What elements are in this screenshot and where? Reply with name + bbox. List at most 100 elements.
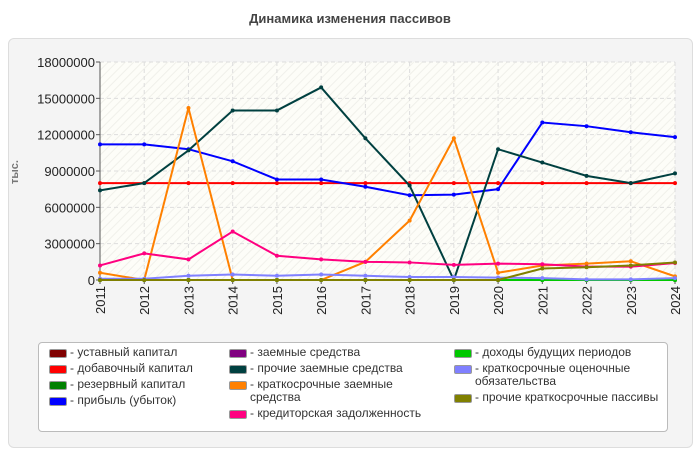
data-point (274, 253, 279, 258)
y-tick-label: 3000000 (44, 237, 95, 252)
legend-swatch (229, 381, 247, 390)
x-tick-label: 2022 (580, 286, 595, 315)
data-point (540, 276, 545, 281)
data-point (496, 187, 501, 192)
legend-label: - резервный капитал (70, 377, 186, 391)
legend-item: - добавочный капитал (49, 362, 219, 375)
legend-label: - кредиторская задолженность (250, 406, 422, 420)
data-point (496, 261, 501, 266)
data-point (451, 181, 456, 186)
legend-label: - прибыль (убыток) (70, 393, 177, 407)
data-point (584, 265, 589, 270)
x-tick-label: 2012 (137, 286, 152, 315)
data-point (98, 181, 102, 186)
series-line-3 (100, 121, 676, 197)
legend-item: - резервный капитал (49, 378, 219, 391)
series-line-6 (99, 107, 676, 282)
x-tick-label: 2021 (535, 286, 550, 315)
data-point (496, 147, 501, 152)
data-point (540, 120, 545, 125)
legend-swatch (49, 397, 67, 406)
legend-label: - заемные средства (250, 345, 361, 359)
x-tick-label: 2020 (491, 286, 506, 315)
series-line-10 (100, 261, 676, 281)
data-point (407, 183, 412, 188)
data-point (673, 276, 677, 281)
legend-label: - уставный капитал (70, 345, 178, 359)
data-point (98, 142, 102, 147)
legend-item: - прибыль (убыток) (49, 394, 219, 407)
data-point (496, 181, 501, 186)
data-point (142, 251, 147, 256)
data-point (230, 229, 235, 234)
data-point (540, 262, 545, 267)
x-tick-label: 2016 (314, 286, 329, 315)
data-point (628, 130, 633, 135)
x-tick-label: 2023 (624, 286, 639, 315)
y-axis-label: тыс. (9, 160, 21, 184)
legend-item: - кредиторская задолженность (229, 407, 444, 420)
legend-swatch (49, 365, 67, 374)
legend-item: - заемные средства (229, 346, 444, 359)
data-point (274, 108, 279, 113)
data-point (451, 136, 456, 141)
data-point (584, 124, 589, 129)
data-point (496, 270, 501, 275)
legend-label: - добавочный капитал (70, 361, 193, 375)
series-line-7 (99, 230, 676, 268)
data-point (451, 278, 456, 282)
data-point (407, 193, 412, 198)
data-point (319, 85, 324, 90)
y-tick-label: 15000000 (37, 91, 95, 106)
data-point (407, 274, 412, 279)
legend-item: - краткосрочные заемные средства (229, 378, 444, 404)
data-point (673, 171, 677, 176)
x-tick-label: 2014 (226, 286, 241, 315)
data-point (451, 274, 456, 279)
legend-item: - доходы будущих периодов (454, 346, 659, 359)
legend-label: - прочие заемные средства (250, 361, 403, 375)
data-point (230, 272, 235, 277)
data-point (584, 173, 589, 178)
data-point (98, 278, 102, 282)
data-point (230, 108, 235, 113)
data-point (186, 278, 191, 282)
data-point (274, 181, 279, 186)
data-point (584, 277, 589, 282)
legend-swatch (49, 381, 67, 390)
chart-title: Динамика изменения пассивов (249, 11, 451, 26)
data-point (230, 181, 235, 186)
data-point (274, 177, 279, 182)
y-tick-label: 0 (88, 273, 95, 288)
legend-swatch (454, 365, 472, 374)
data-point (628, 259, 633, 264)
y-tick-label: 12000000 (37, 128, 95, 143)
data-point (407, 218, 412, 223)
legend-swatch (454, 394, 472, 403)
data-point (186, 273, 191, 278)
data-point (628, 263, 633, 268)
series-line-5 (99, 86, 676, 283)
data-point (584, 181, 589, 186)
data-point (363, 278, 368, 282)
legend-item: - прочие краткосрочные пассивы (454, 391, 659, 404)
data-point (540, 181, 545, 186)
data-point (319, 257, 324, 262)
data-point (98, 263, 102, 268)
legend-swatch (229, 410, 247, 419)
legend-label: - краткосрочные заемные средства (250, 377, 393, 404)
data-point (673, 135, 677, 140)
data-point (142, 142, 147, 147)
data-point (363, 259, 368, 264)
legend-column: - доходы будущих периодов - краткосрочные… (454, 346, 659, 428)
data-point (98, 188, 102, 193)
data-point (584, 261, 589, 266)
x-tick-label: 2013 (181, 286, 196, 315)
data-point (673, 181, 677, 186)
series-line-9 (100, 273, 676, 281)
x-tick-label: 2017 (358, 286, 373, 315)
data-point (230, 278, 235, 282)
data-point (540, 160, 545, 165)
data-point (363, 181, 368, 186)
data-point (363, 184, 368, 189)
